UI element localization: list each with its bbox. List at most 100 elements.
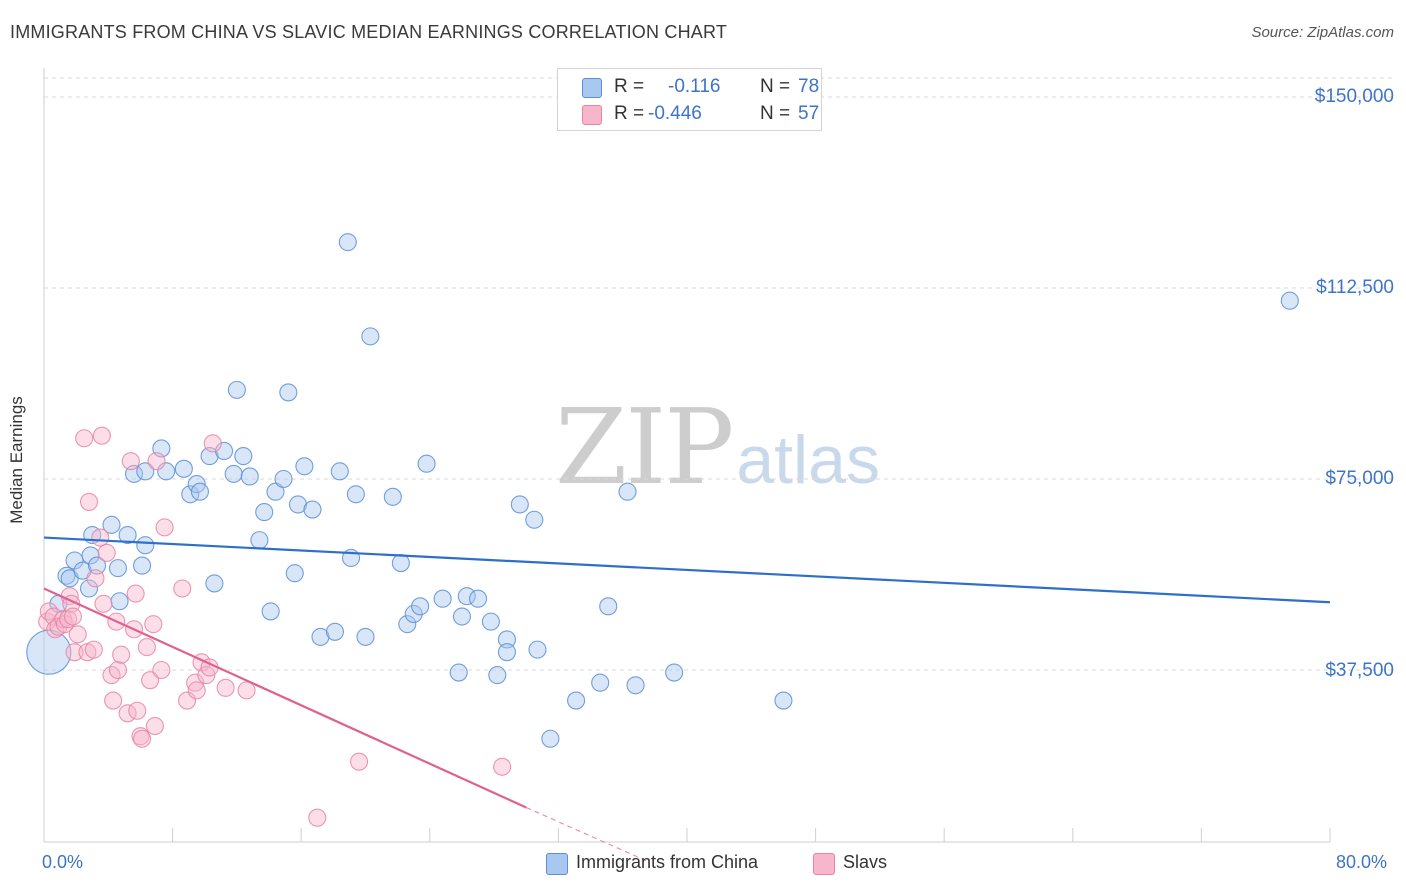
china-point [311, 627, 330, 646]
china-point [234, 447, 253, 466]
china-point [274, 469, 293, 489]
y-axis-label: Median Earnings [7, 396, 26, 524]
slavs-point [97, 543, 116, 562]
china-point [457, 587, 476, 606]
slavs-point [128, 701, 147, 720]
slavs-point [144, 615, 163, 634]
chart-source: Source: ZipAtlas.com [1251, 24, 1394, 41]
china-point [398, 615, 417, 634]
china-point [136, 462, 155, 481]
zipatlas-watermark: ZIPatlas [555, 395, 880, 500]
china-point [497, 643, 517, 662]
china-point [591, 673, 610, 692]
slavs-point [133, 729, 152, 748]
china-point [528, 640, 547, 659]
china-point [411, 597, 430, 616]
china-point [227, 380, 246, 399]
china-point [510, 495, 529, 514]
china-point [356, 627, 375, 646]
slavs-point [94, 594, 113, 613]
slavs-point [493, 757, 512, 776]
correlation-legend: R = -0.116 N = 78 R = -0.446 N = 57 [557, 68, 822, 131]
slavs-point [86, 569, 105, 588]
slavs-point [237, 681, 256, 700]
slavs-point [145, 716, 164, 736]
china-point [449, 663, 468, 682]
china-point [567, 691, 586, 710]
china-point [452, 607, 472, 626]
china-point [391, 553, 410, 573]
china-point [383, 487, 402, 506]
watermark-atlas: atlas [736, 422, 880, 498]
china-point [279, 383, 298, 402]
china-point [288, 495, 308, 514]
china-point [325, 622, 345, 641]
slavs-point [65, 643, 84, 662]
axes [43, 68, 1331, 843]
y-tick-37500: $37,500 [1325, 660, 1394, 681]
slavs-trend-extension [526, 806, 648, 862]
slavs-point [68, 625, 87, 644]
china-point [599, 597, 618, 616]
china-point [618, 482, 637, 501]
grid-lines [44, 77, 1392, 671]
china-point [330, 462, 349, 481]
slavs-point [79, 492, 99, 511]
slavs-point [59, 610, 78, 629]
slavs-point [152, 660, 171, 680]
slavs-point [112, 645, 131, 664]
series-slavs-points [38, 426, 512, 827]
slavs-point [141, 671, 160, 690]
china-trend-line [43, 536, 1331, 604]
china-point [26, 629, 72, 675]
slavs-point [121, 452, 140, 471]
legend-swatch-slavs [582, 105, 602, 125]
slavs-point [350, 752, 369, 771]
china-point [174, 459, 193, 478]
china-point [57, 566, 76, 585]
trend-lines [43, 536, 1331, 862]
china-point [626, 676, 645, 695]
china-point [303, 500, 322, 519]
slavs-point [91, 528, 110, 547]
slavs-point [187, 681, 206, 700]
china-point [285, 564, 304, 583]
legend-swatch-china [582, 78, 602, 98]
china-point [240, 467, 259, 486]
x-tick-max: 80.0% [1336, 852, 1388, 872]
china-point [79, 579, 99, 598]
china-point [136, 536, 155, 555]
china-point [266, 482, 285, 501]
china-point [525, 510, 544, 529]
bottom-legend-swatch-china [546, 853, 568, 875]
china-point [468, 589, 488, 608]
china-point [102, 515, 121, 534]
bottom-legend-label-china: Immigrants from China [576, 852, 759, 872]
china-point [481, 612, 500, 631]
watermark-zip: ZIP [555, 386, 734, 508]
china-point [224, 464, 243, 483]
slavs-point [147, 452, 166, 471]
legend-n-label: N = [760, 76, 791, 97]
china-point [433, 589, 452, 608]
legend-n-label: N = [760, 103, 791, 124]
slavs-point [92, 426, 111, 445]
slavs-point [84, 640, 103, 659]
china-point [346, 485, 365, 504]
china-point [261, 602, 280, 621]
y-tick-75000: $75,000 [1325, 468, 1394, 489]
slavs-point [75, 429, 94, 448]
china-point [665, 663, 684, 682]
china-point [118, 525, 137, 545]
china-point [250, 531, 269, 550]
china-point [108, 559, 127, 578]
bottom-legend-swatch-slavs [813, 853, 835, 875]
slavs-point [308, 808, 327, 827]
china-point [774, 691, 793, 710]
china-point [497, 630, 517, 649]
china-point [404, 604, 423, 624]
china-point [295, 457, 314, 476]
china-point [255, 503, 274, 522]
legend-n-value-china: 78 [798, 76, 820, 97]
